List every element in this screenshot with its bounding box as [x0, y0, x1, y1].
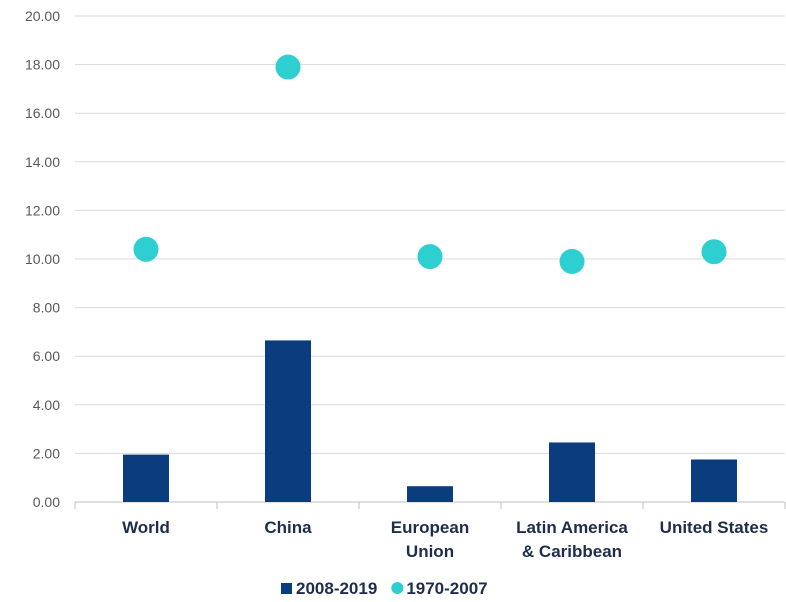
- y-tick-label: 20.00: [25, 8, 60, 24]
- y-tick-label: 16.00: [25, 105, 60, 121]
- x-category-label: World: [122, 518, 170, 537]
- bar-2008-2019: [691, 459, 737, 502]
- y-tick-label: 14.00: [25, 154, 60, 170]
- y-tick-label: 10.00: [25, 251, 60, 267]
- y-tick-label: 18.00: [25, 57, 60, 73]
- legend-marker-bar: [281, 583, 292, 594]
- x-category-label: Union: [406, 542, 454, 561]
- legend-label: 2008-2019: [296, 579, 377, 598]
- y-tick-label: 12.00: [25, 202, 60, 218]
- y-tick-label: 2.00: [33, 445, 60, 461]
- x-category-label: & Caribbean: [522, 542, 622, 561]
- point-1970-2007: [559, 248, 585, 274]
- x-category-label: Latin America: [516, 518, 628, 537]
- legend-marker-dot: [391, 582, 404, 594]
- y-tick-label: 8.00: [33, 300, 60, 316]
- bar-2008-2019: [123, 454, 169, 502]
- y-tick-label: 6.00: [33, 348, 60, 364]
- x-category-label: United States: [660, 518, 769, 537]
- point-1970-2007: [275, 54, 301, 80]
- bar-2008-2019: [549, 442, 595, 502]
- point-1970-2007: [417, 244, 443, 270]
- y-tick-label: 4.00: [33, 397, 60, 413]
- legend-label: 1970-2007: [406, 579, 487, 598]
- x-category-label: China: [264, 518, 312, 537]
- x-category-label: European: [391, 518, 469, 537]
- y-tick-label: 0.00: [33, 494, 60, 510]
- bar-2008-2019: [407, 486, 453, 502]
- point-1970-2007: [133, 236, 159, 262]
- bar-2008-2019: [265, 340, 311, 502]
- point-1970-2007: [701, 239, 727, 265]
